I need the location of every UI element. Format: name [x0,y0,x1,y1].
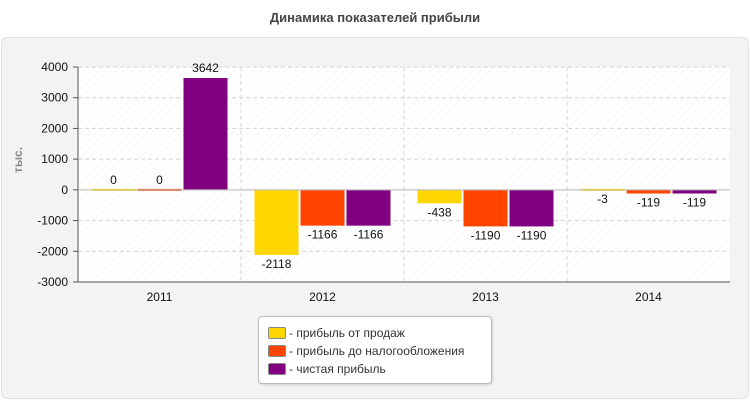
legend-swatch-pretax [268,345,286,357]
y-tick-label: 1000 [41,152,68,166]
y-tick-label: 3000 [41,91,68,105]
data-label: -1166 [308,228,338,242]
data-label: 3642 [192,61,219,75]
data-label: -1190 [471,228,501,242]
legend-item-sales: - прибыль от продаж [268,325,405,341]
legend: - прибыль от продаж - прибыль до налогоо… [258,316,492,384]
bar [626,189,671,194]
x-tick-label: 2014 [635,290,662,304]
data-label: -438 [427,205,451,219]
legend-swatch-sales [268,327,286,339]
data-label: -2118 [262,257,292,271]
bar [417,189,462,204]
data-label: -119 [637,196,660,210]
chart-title: Динамика показателей прибыли [269,10,481,25]
data-label: 0 [110,173,117,187]
y-tick-label: -3000 [37,275,68,289]
bar [463,189,508,227]
legend-label-net: - чистая прибыль [289,362,386,376]
legend-label-pretax: - прибыль до налогообложения [289,344,465,358]
legend-label-sales: - прибыль от продаж [289,326,405,340]
data-label: -1190 [517,228,547,242]
y-tick-label: 4000 [41,60,68,74]
data-label: -119 [683,196,706,210]
x-tick-label: 2011 [147,290,173,304]
bar [254,189,299,255]
y-tick-label: -1000 [37,214,68,228]
legend-item-pretax: - прибыль до налогообложения [268,343,464,359]
y-tick-label: -2000 [37,244,68,258]
bar [509,189,554,227]
data-label: 0 [156,173,163,187]
bar [300,189,345,226]
bar [183,77,228,190]
bar [346,189,391,226]
y-axis-label: тыс. [11,147,25,173]
y-tick-label: 2000 [41,121,68,135]
x-tick-label: 2013 [472,290,499,304]
x-tick-label: 2012 [309,290,336,304]
bar [672,189,717,194]
legend-item-net: - чистая прибыль [268,361,386,377]
data-label: -3 [597,192,608,206]
legend-swatch-net [268,363,286,375]
data-label: -1166 [354,228,384,242]
y-tick-label: 0 [61,183,68,197]
